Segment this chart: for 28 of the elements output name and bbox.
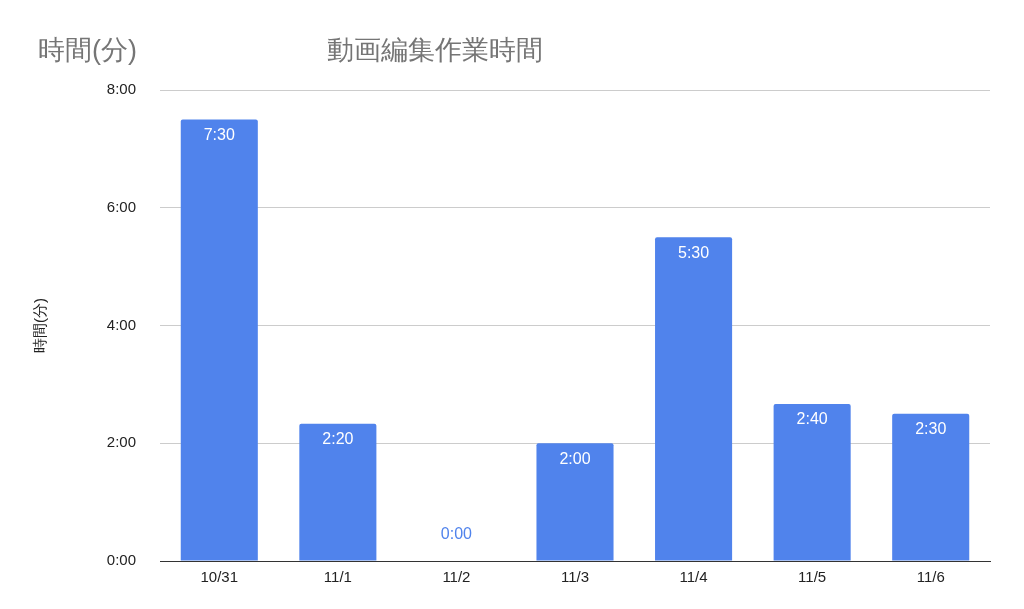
data-label: 0:00 xyxy=(440,525,473,543)
data-label: 2:40 xyxy=(796,410,828,428)
y-tick-label: 6:00 xyxy=(106,197,136,215)
bar xyxy=(180,119,258,561)
data-label: 5:30 xyxy=(678,243,710,261)
x-tick-label: 10/31 xyxy=(200,568,239,586)
bar xyxy=(655,237,733,561)
x-tick-label: 11/5 xyxy=(798,568,827,586)
y-tick-label: 8:00 xyxy=(106,80,136,98)
y-tick-label: 0:00 xyxy=(106,551,136,569)
x-tick-label: 11/6 xyxy=(916,568,945,586)
data-label: 2:00 xyxy=(559,449,591,467)
bar xyxy=(299,423,377,561)
data-label: 2:20 xyxy=(322,430,354,448)
bar xyxy=(536,443,614,561)
bar xyxy=(892,413,970,561)
y-axis-title: 時間(分) xyxy=(31,298,49,353)
bar xyxy=(773,404,851,561)
x-tick-label: 11/1 xyxy=(323,568,352,586)
y-tick-label: 2:00 xyxy=(106,433,136,451)
x-tick-label: 11/3 xyxy=(560,568,590,586)
x-tick-label: 11/2 xyxy=(442,568,471,586)
text: 時間(分) xyxy=(38,34,137,67)
x-tick-label: 11/4 xyxy=(679,568,708,586)
data-label: 2:30 xyxy=(915,420,947,438)
data-label: 7:30 xyxy=(203,125,235,143)
y-tick-label: 4:00 xyxy=(106,315,136,333)
chart-title: 動画編集作業時間 xyxy=(327,34,543,67)
